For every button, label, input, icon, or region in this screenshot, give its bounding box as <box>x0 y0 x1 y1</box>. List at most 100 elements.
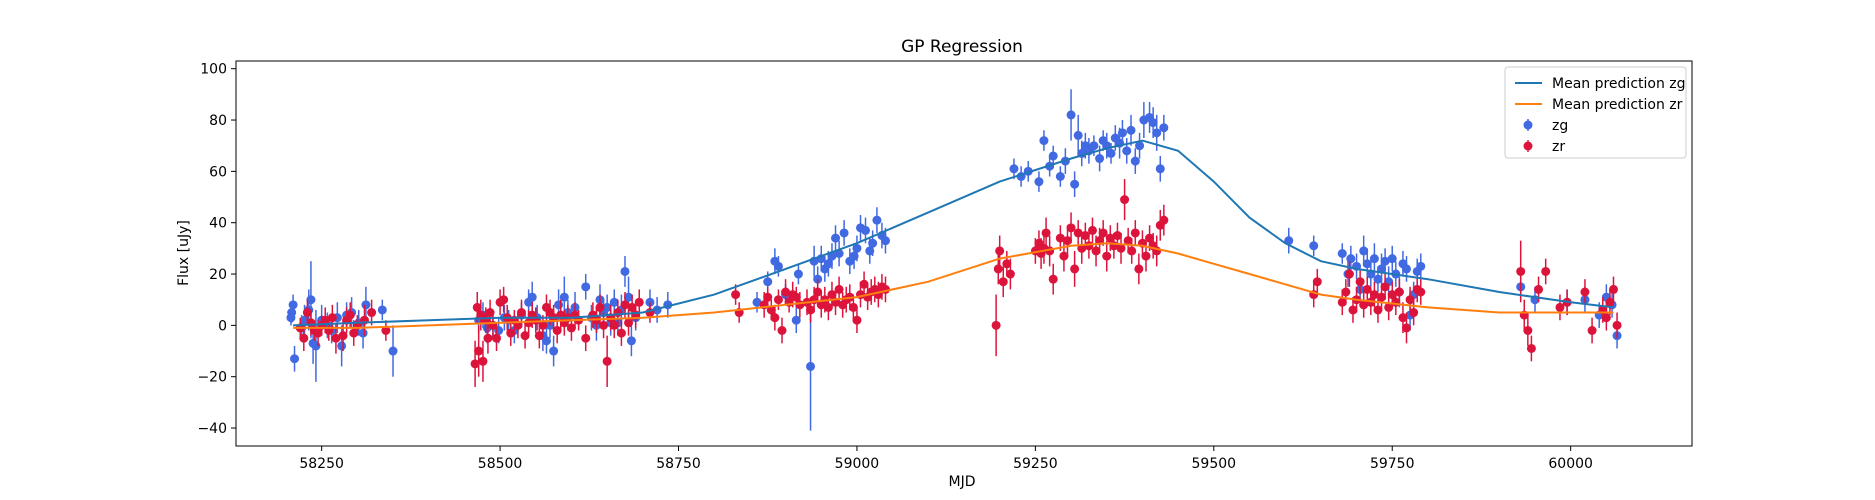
data-point <box>1587 326 1597 335</box>
data-point <box>1337 249 1347 258</box>
data-point <box>620 266 630 276</box>
data-point <box>995 246 1005 256</box>
x-tick-label: 58750 <box>656 456 701 472</box>
data-point <box>806 305 816 315</box>
data-point <box>538 320 548 330</box>
data-point <box>1117 128 1127 138</box>
data-point <box>358 328 368 338</box>
data-point <box>549 346 559 356</box>
data-point <box>602 356 612 366</box>
gp-mean-line <box>293 242 1614 329</box>
data-point <box>859 279 869 289</box>
data-point <box>302 308 312 318</box>
data-point <box>581 333 591 343</box>
data-point <box>839 228 849 238</box>
data-point <box>806 361 816 371</box>
data-point <box>1605 297 1615 307</box>
data-point <box>1126 125 1136 135</box>
data-point <box>1387 254 1397 264</box>
data-point <box>993 264 1003 274</box>
data-point <box>793 269 803 279</box>
data-point <box>313 328 323 338</box>
data-point <box>861 225 871 235</box>
data-point <box>763 292 773 302</box>
data-point <box>872 215 882 225</box>
data-point <box>311 341 321 351</box>
data-point <box>1416 261 1426 271</box>
data-point <box>1039 136 1049 146</box>
data-point <box>616 328 626 338</box>
data-point <box>813 287 823 297</box>
y-axis: −40 −20 0 20 40 60 80 100 <box>197 62 236 437</box>
data-point <box>1346 254 1356 264</box>
data-point <box>1373 274 1383 284</box>
data-point <box>566 323 576 333</box>
data-point <box>1159 123 1169 133</box>
data-point <box>595 302 605 312</box>
data-point <box>1002 259 1012 269</box>
data-point <box>1073 228 1083 238</box>
data-point <box>1384 302 1394 312</box>
data-point <box>388 346 398 356</box>
legend: Mean prediction zg Mean prediction zr zg zr <box>1504 66 1687 159</box>
data-point <box>827 290 837 300</box>
data-point <box>478 356 488 366</box>
data-point <box>474 346 484 356</box>
data-point <box>349 328 359 338</box>
data-point <box>1141 251 1151 261</box>
data-point <box>331 333 341 343</box>
plot-frame <box>235 60 1693 447</box>
data-point <box>492 333 502 343</box>
data-point <box>1098 228 1108 238</box>
data-point <box>763 277 773 287</box>
data-point <box>1612 320 1622 330</box>
data-point <box>1041 228 1051 238</box>
data-point <box>381 326 391 335</box>
data-point <box>1130 228 1140 238</box>
data-point <box>626 336 636 346</box>
data-point <box>770 313 780 323</box>
y-tick-label: 100 <box>200 62 227 78</box>
x-tick-label: 59500 <box>1192 456 1237 472</box>
data-point <box>1130 156 1140 166</box>
data-point <box>834 284 844 294</box>
legend-label: Mean prediction zg <box>1552 76 1686 92</box>
data-point <box>1091 246 1101 256</box>
data-point <box>1105 233 1115 243</box>
data-point <box>1380 282 1390 292</box>
y-tick-label: −20 <box>197 370 227 386</box>
data-point <box>1145 233 1155 243</box>
data-point <box>752 297 762 307</box>
data-point <box>1080 231 1090 241</box>
data-point <box>1159 215 1169 225</box>
data-point <box>868 238 878 248</box>
data-point <box>627 302 637 312</box>
data-point <box>1348 305 1358 315</box>
data-point <box>1070 179 1080 189</box>
data-point <box>1062 236 1072 246</box>
data-point <box>1106 148 1116 158</box>
data-point <box>1373 305 1383 315</box>
data-point <box>499 295 509 305</box>
data-point <box>1127 246 1137 256</box>
data-point <box>1409 308 1419 318</box>
legend-label: Mean prediction zr <box>1552 97 1683 113</box>
data-point <box>823 259 833 269</box>
data-point <box>1377 292 1387 302</box>
data-point <box>1380 256 1390 266</box>
data-point <box>1405 295 1415 305</box>
data-point <box>880 236 890 246</box>
data-point <box>337 341 347 351</box>
legend-label: zr <box>1552 139 1565 155</box>
legend-box <box>1504 66 1687 159</box>
y-axis-title: Flux [uJy] <box>176 220 192 286</box>
data-point <box>367 308 377 318</box>
data-point <box>1102 251 1112 261</box>
data-point <box>1055 233 1065 243</box>
data-point <box>470 359 480 369</box>
data-point <box>1359 300 1369 310</box>
data-point <box>1087 225 1097 235</box>
chart-title: GP Regression <box>901 37 1023 57</box>
data-point <box>1066 110 1076 120</box>
